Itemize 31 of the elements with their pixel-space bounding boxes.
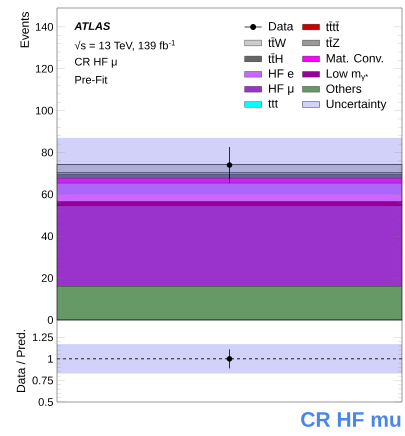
y-tick-label: 80 [42,148,54,156]
annotation: √s = 13 TeV, 139 fb$^{-1}$ [74,40,175,51]
y-tick-label: 120 [36,64,54,73]
legend-label: Others [326,84,362,93]
annotation: Pre-Fit [75,76,108,84]
legend-label: Data [269,22,294,31]
y-tick-label: 40 [41,232,54,240]
legend-label: tt̄tt̄ [326,22,340,32]
legend-label: Mat. Conv. [326,54,383,62]
y-axis-title: Data / Pred. [16,330,26,392]
y-tick-label: 1.25 [32,333,53,342]
y-tick-label: 60 [42,190,54,198]
y-tick-label: 100 [36,106,54,114]
legend-label: HF e [269,69,294,78]
annotation: CR HF μ [75,58,117,68]
y-tick-label: 0 [48,316,54,324]
legend-label: ttt [268,100,278,108]
legend-label: Uncertainty [326,99,386,111]
y-tick-label: 1 [48,355,53,363]
y-tick-label: 140 [36,22,54,31]
legend-label: HF μ [269,84,294,95]
legend-label: Low m$_{γ*}$ [326,69,368,82]
y-tick-label: 0.75 [32,376,53,384]
y-axis-title: Events [20,12,29,48]
text: CR HF mu [301,412,400,427]
legend-label: tt̄Z [326,38,340,48]
y-tick-label: 0.5 [38,398,53,406]
legend-label: tt̄W [268,38,286,48]
annotation: ATLAS [74,22,110,30]
legend-label: tt̄H [268,53,282,64]
y-tick-label: 20 [42,274,54,282]
